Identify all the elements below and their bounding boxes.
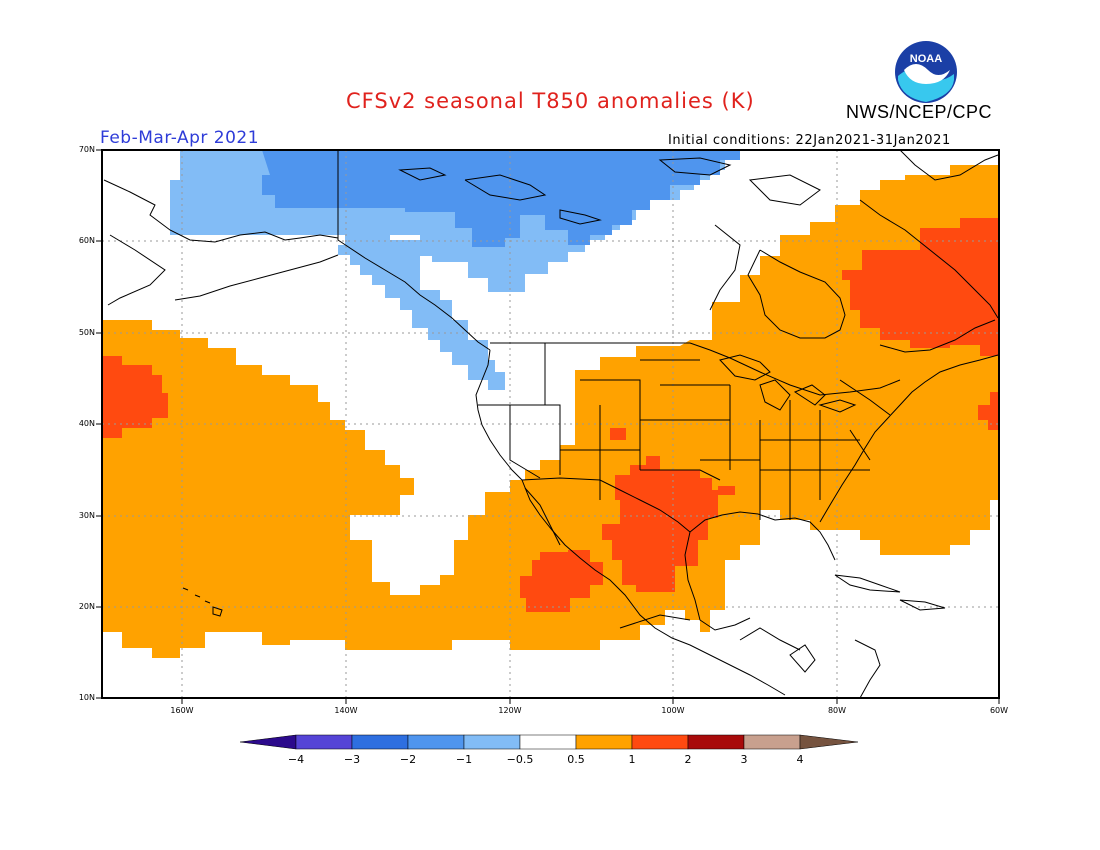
- lon-label-140w: 140W: [334, 706, 358, 715]
- colorbar-label: −3: [343, 753, 361, 766]
- lat-label-20n: 20N: [78, 602, 95, 611]
- coastlines: [103, 150, 999, 698]
- colorbar-swatch-3-4: [743, 734, 801, 750]
- colorbar-swatch-lt-neg4: [239, 734, 297, 750]
- colorbar-label: 2: [684, 753, 692, 766]
- logo-text: NOAA: [910, 53, 942, 65]
- lon-label-60w: 60W: [989, 706, 1009, 715]
- colorbar-label: 3: [740, 753, 748, 766]
- season-label: Feb-Mar-Apr 2021: [100, 128, 260, 148]
- initial-conditions-label: Initial conditions: 22Jan2021-31Jan2021: [668, 133, 951, 148]
- lat-label-40n: 40N: [78, 419, 95, 428]
- lon-label-80w: 80W: [827, 706, 847, 715]
- colorbar-swatch-2-3: [687, 734, 745, 750]
- lon-label-120w: 120W: [498, 706, 522, 715]
- lat-label-30n: 30N: [78, 511, 95, 520]
- colorbar-swatch-neg2-neg1: [407, 734, 465, 750]
- map-title: CFSv2 seasonal T850 anomalies (K): [346, 89, 755, 113]
- noaa-logo: NOAA: [895, 41, 957, 103]
- anomaly-region-yukon-cold: [262, 150, 740, 247]
- anomaly-region-atlantic-red: [978, 392, 999, 430]
- organization-label: NWS/NCEP/CPC: [846, 102, 993, 122]
- lon-label-100w: 100W: [661, 706, 685, 715]
- anomaly-region-pacific-red: [102, 356, 168, 438]
- lon-label-160w: 160W: [170, 706, 194, 715]
- anomaly-region-gulf-red: [718, 486, 735, 495]
- colorbar-label: 4: [796, 753, 804, 766]
- anomaly-region-pacific-warm: [102, 165, 999, 658]
- colorbar-label: −0.5: [506, 753, 534, 766]
- colorbar-label: −2: [399, 753, 417, 766]
- colorbar-label: 0.5: [567, 753, 585, 766]
- anomaly-region-hudson-red: [842, 218, 999, 356]
- lat-label-60n: 60N: [78, 236, 95, 245]
- colorbar-swatch-neg1-neg05: [463, 734, 521, 750]
- anomaly-region-colorado-red: [610, 428, 626, 440]
- anomaly-region-texas-red: [602, 456, 718, 592]
- colorbar: [239, 734, 859, 750]
- colorbar-swatch-neutral: [519, 734, 577, 750]
- colorbar-swatch-neg3-neg2: [351, 734, 409, 750]
- anomaly-region-mexico-red: [520, 550, 603, 612]
- graticule: [102, 150, 999, 698]
- lat-label-50n: 50N: [78, 328, 95, 337]
- anomaly-fields: [102, 150, 999, 698]
- colorbar-swatch-gt-4: [799, 734, 859, 750]
- colorbar-label: 1: [628, 753, 636, 766]
- colorbar-swatch-1-2: [631, 734, 689, 750]
- political-borders: [337, 150, 901, 651]
- colorbar-swatch-neg4-neg3: [295, 734, 353, 750]
- colorbar-swatch-05-1: [575, 734, 633, 750]
- lat-label-70n: 70N: [78, 145, 95, 154]
- lat-label-10n: 10N: [78, 693, 95, 702]
- tick-marks: [96, 149, 1000, 704]
- colorbar-label: −1: [455, 753, 473, 766]
- colorbar-label: −4: [287, 753, 305, 766]
